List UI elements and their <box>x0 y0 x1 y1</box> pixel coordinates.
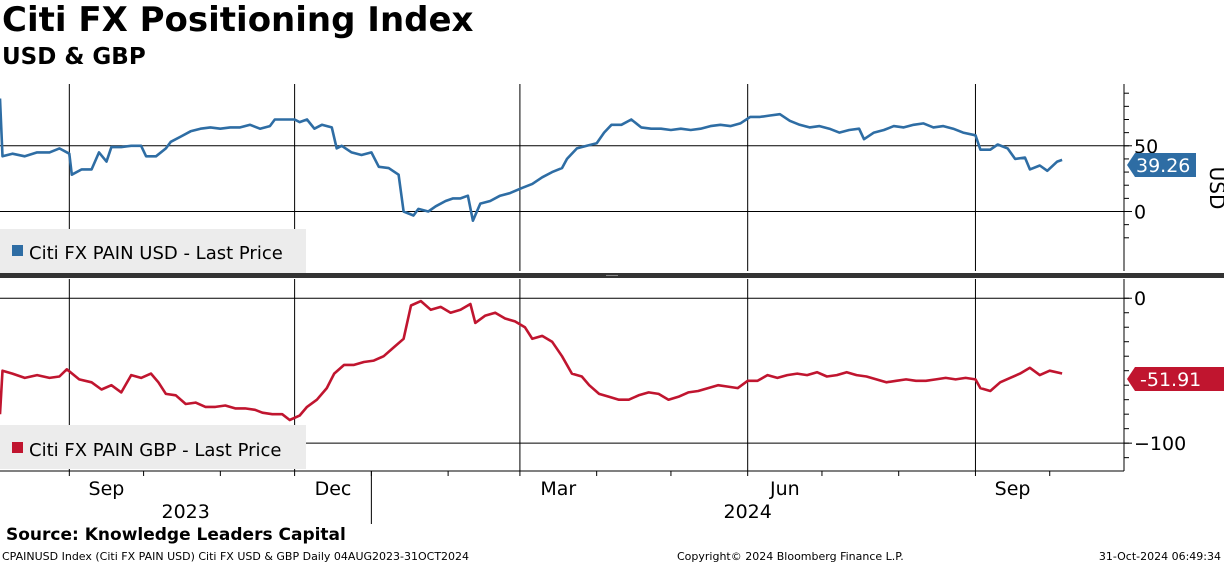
usd-last-value: 39.26 <box>1136 155 1190 177</box>
x-tick-label: Mar <box>540 478 576 500</box>
gbp-legend-label: Citi FX PAIN GBP - Last Price <box>29 440 281 461</box>
gbp-legend-box <box>0 425 306 469</box>
usd-legend-box <box>0 229 306 273</box>
gbp-last-value: -51.91 <box>1140 369 1201 391</box>
gbp-last-value-tag: -51.91 <box>1127 367 1224 391</box>
x-tick-label: Sep <box>995 478 1031 500</box>
footer-copyright: Copyright© 2024 Bloomberg Finance L.P. <box>677 550 904 563</box>
x-axis: Sep Dec Mar Jun Sep 2023 2024 <box>0 470 1124 524</box>
chart-title: Citi FX Positioning Index <box>2 0 474 40</box>
y-tick-label: 0 <box>1134 202 1146 224</box>
usd-axis-label: USD <box>1205 167 1224 210</box>
year-label: 2024 <box>724 501 772 523</box>
y-tick-label: 50 <box>1134 136 1158 158</box>
usd-legend-swatch <box>12 245 23 256</box>
gbp-legend-swatch <box>12 442 23 453</box>
usd-last-value-tag: 39.26 <box>1127 153 1196 177</box>
usd-panel: 0 50 <box>0 84 1158 271</box>
usd-legend: Citi FX PAIN USD - Last Price <box>0 229 306 273</box>
x-tick-label: Dec <box>315 478 352 500</box>
footer-timestamp: 31-Oct-2024 06:49:34 <box>1098 550 1221 563</box>
year-label: 2023 <box>162 501 210 523</box>
gbp-legend: Citi FX PAIN GBP - Last Price <box>0 425 306 469</box>
x-tick-label: Jun <box>769 478 800 500</box>
usd-legend-label: Citi FX PAIN USD - Last Price <box>29 243 283 264</box>
x-tick-label: Sep <box>89 478 125 500</box>
footer-left: CPAINUSD Index (Citi FX PAIN USD) Citi F… <box>2 550 470 563</box>
series-line <box>0 299 1063 422</box>
y-tick-label: −100 <box>1134 433 1186 455</box>
gbp-panel: 0 −100 <box>0 279 1186 471</box>
y-tick-label: 0 <box>1134 288 1146 310</box>
series-line <box>0 98 1063 222</box>
chart-subtitle: USD & GBP <box>2 44 146 70</box>
source-note: Source: Knowledge Leaders Capital <box>6 525 346 545</box>
